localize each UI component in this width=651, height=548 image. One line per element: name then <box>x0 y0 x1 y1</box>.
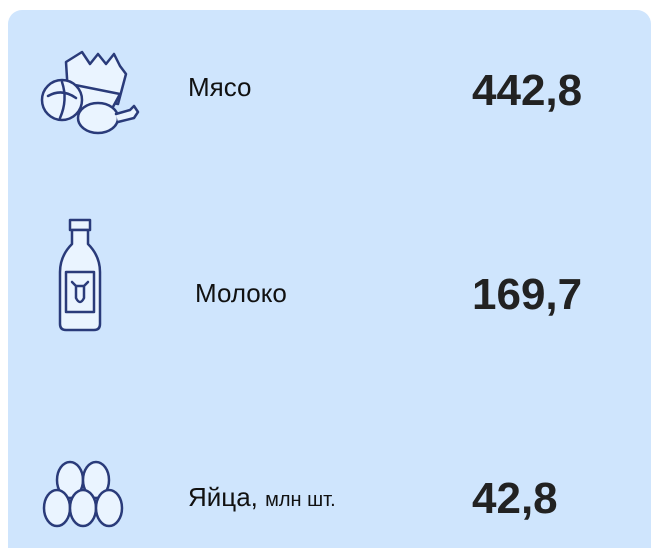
value: 42,8 <box>472 474 558 523</box>
card: Мясо 442,8 Молоко 169,7 Яйца, млн шт. 42… <box>8 10 651 548</box>
label-text: Яйца, <box>188 482 258 512</box>
value: 169,7 <box>472 270 583 319</box>
meat-icon <box>40 50 140 135</box>
label: Мясо <box>188 72 252 102</box>
unit: млн шт. <box>265 489 336 511</box>
label: Яйца, млн шт. <box>188 482 336 513</box>
label: Молоко <box>195 278 287 308</box>
value: 442,8 <box>472 66 583 115</box>
eggs-icon <box>42 460 124 528</box>
milk-icon <box>58 218 102 332</box>
